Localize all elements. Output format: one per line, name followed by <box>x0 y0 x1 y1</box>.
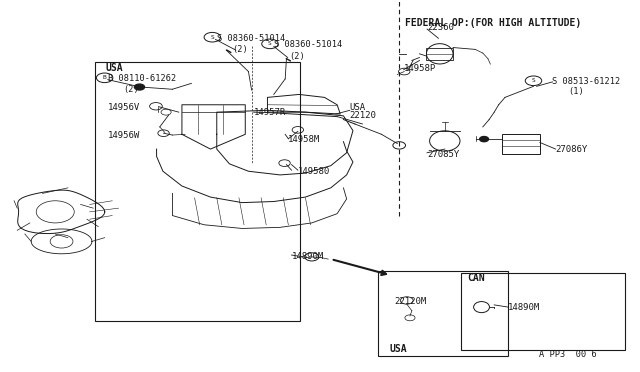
Text: B: B <box>103 75 106 80</box>
Text: S: S <box>532 78 536 83</box>
Text: USA: USA <box>106 63 124 73</box>
Bar <box>378 271 508 356</box>
Text: 14956W: 14956W <box>108 131 140 140</box>
Circle shape <box>479 137 488 142</box>
Text: CAN: CAN <box>467 273 484 283</box>
Text: B 08110-61262: B 08110-61262 <box>108 74 176 83</box>
Text: S: S <box>268 41 272 46</box>
Text: S 08513-61212: S 08513-61212 <box>552 77 621 86</box>
Text: A PP3  00 6: A PP3 00 6 <box>540 350 597 359</box>
Text: 22360: 22360 <box>427 23 454 32</box>
Text: 149580: 149580 <box>298 167 330 176</box>
Bar <box>461 273 625 350</box>
Text: 14956V: 14956V <box>108 103 140 112</box>
Text: S 08360-51014: S 08360-51014 <box>217 34 285 43</box>
Text: (2): (2) <box>232 45 248 54</box>
Bar <box>502 134 540 154</box>
Text: 14958P: 14958P <box>404 64 436 73</box>
Text: (2): (2) <box>290 52 305 61</box>
Text: 27085Y: 27085Y <box>427 150 460 159</box>
Text: USA: USA <box>350 103 366 112</box>
Text: USA: USA <box>390 344 407 354</box>
Text: 22120: 22120 <box>350 111 377 121</box>
Text: S: S <box>211 35 214 40</box>
Text: (2): (2) <box>124 85 140 94</box>
Text: 14958M: 14958M <box>289 135 321 144</box>
Text: S 08360-51014: S 08360-51014 <box>274 41 342 49</box>
Text: 27086Y: 27086Y <box>556 145 588 154</box>
Bar <box>426 48 453 61</box>
Text: 14890M: 14890M <box>508 303 540 312</box>
Text: 14957R: 14957R <box>253 108 285 117</box>
Bar <box>95 62 300 321</box>
Text: FEDERAL OP:(FOR HIGH ALTITUDE): FEDERAL OP:(FOR HIGH ALTITUDE) <box>405 18 581 28</box>
Circle shape <box>134 84 145 90</box>
Text: 14890M: 14890M <box>291 251 324 261</box>
Text: (1): (1) <box>568 87 584 96</box>
Text: 22120M: 22120M <box>394 297 426 306</box>
